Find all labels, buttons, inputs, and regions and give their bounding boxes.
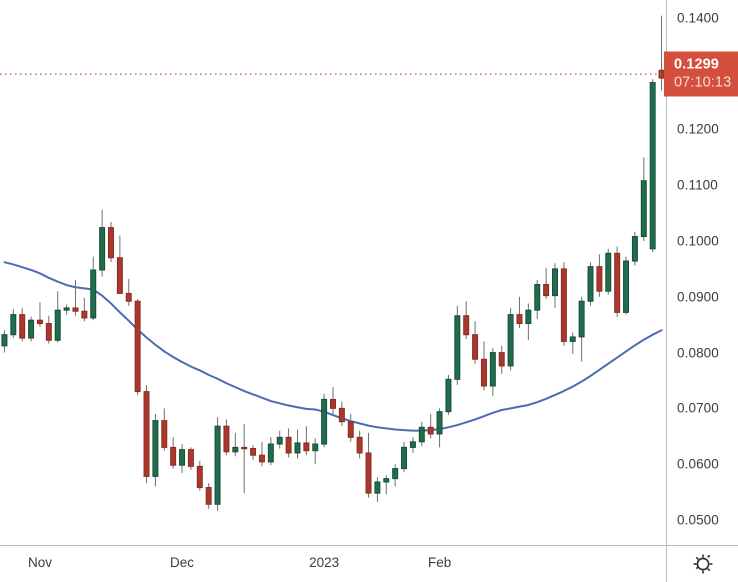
candle bbox=[418, 421, 425, 447]
candle bbox=[480, 341, 487, 391]
candle bbox=[28, 316, 35, 342]
candle bbox=[134, 299, 141, 395]
candle bbox=[445, 374, 452, 416]
candle bbox=[1, 330, 8, 353]
candle bbox=[90, 256, 97, 321]
candle bbox=[45, 315, 52, 344]
candle bbox=[392, 464, 399, 487]
candle bbox=[525, 303, 532, 341]
price-tick-label: 0.0500 bbox=[677, 512, 719, 528]
candle bbox=[276, 430, 283, 449]
candle bbox=[640, 157, 647, 241]
candle bbox=[285, 428, 292, 458]
candle bbox=[534, 280, 541, 320]
current-price-value: 0.1299 bbox=[674, 56, 719, 73]
time-tick-label: Dec bbox=[169, 555, 195, 570]
candle bbox=[498, 345, 505, 374]
candle bbox=[569, 332, 576, 354]
candle bbox=[250, 445, 257, 460]
time-tick-label: Feb bbox=[427, 555, 452, 570]
candle bbox=[631, 232, 638, 266]
candle bbox=[401, 441, 408, 472]
candle bbox=[552, 263, 558, 308]
candle bbox=[596, 254, 603, 297]
candle bbox=[463, 301, 470, 340]
candle bbox=[472, 321, 479, 364]
candle bbox=[187, 447, 194, 470]
candle bbox=[436, 408, 443, 448]
candle bbox=[374, 477, 381, 503]
candle bbox=[303, 426, 310, 456]
candle bbox=[330, 387, 336, 414]
price-tick-label: 0.1400 bbox=[677, 10, 719, 26]
candle bbox=[179, 444, 186, 474]
candle bbox=[170, 437, 177, 469]
price-tick-label: 0.0900 bbox=[677, 289, 719, 305]
candle bbox=[81, 297, 88, 322]
candle bbox=[63, 304, 70, 315]
candle bbox=[223, 419, 230, 456]
current-price-badge: 0.1299 07:10:13 bbox=[664, 51, 738, 97]
price-axis[interactable]: 0.1400 0.1200 0.1100 0.1000 0.0900 0.0800 0.07… bbox=[664, 0, 738, 545]
candle bbox=[365, 432, 372, 498]
moving-average-line bbox=[3, 261, 663, 432]
candle bbox=[347, 413, 354, 442]
candle bbox=[516, 296, 523, 328]
candle bbox=[72, 280, 79, 316]
candle bbox=[10, 309, 17, 339]
candle bbox=[241, 423, 248, 494]
price-tick-label: 0.0700 bbox=[677, 400, 719, 416]
candlestick-plot-area[interactable] bbox=[0, 0, 666, 545]
price-tick-label: 0.0600 bbox=[677, 456, 719, 472]
candle bbox=[338, 401, 345, 427]
candle bbox=[578, 296, 585, 362]
gear-icon bbox=[692, 553, 714, 575]
candle bbox=[152, 413, 159, 487]
candle bbox=[99, 209, 106, 277]
candle bbox=[294, 429, 301, 459]
candle bbox=[383, 475, 390, 495]
candlestick-svg bbox=[0, 15, 666, 511]
candle bbox=[312, 438, 319, 465]
candle bbox=[214, 417, 221, 511]
candle bbox=[356, 430, 363, 459]
candle bbox=[205, 483, 212, 509]
price-tick-label: 0.0800 bbox=[677, 345, 719, 360]
chart-settings-button[interactable] bbox=[666, 545, 738, 582]
candle bbox=[143, 384, 150, 484]
time-axis[interactable]: Nov Dec 2023 Feb bbox=[0, 545, 666, 582]
candle bbox=[19, 307, 26, 342]
candle bbox=[409, 437, 416, 453]
candle bbox=[116, 235, 123, 294]
candle bbox=[232, 432, 239, 457]
candle bbox=[543, 267, 550, 299]
candle-series bbox=[1, 15, 665, 511]
candle bbox=[267, 437, 274, 466]
candle bbox=[605, 248, 612, 295]
time-tick-label: 2023 bbox=[309, 555, 340, 570]
candle bbox=[196, 460, 203, 491]
candle bbox=[489, 348, 496, 397]
candle bbox=[454, 305, 461, 385]
candle bbox=[125, 278, 132, 306]
candle bbox=[587, 262, 594, 306]
current-price-time: 07:10:13 bbox=[674, 74, 732, 91]
candle bbox=[258, 441, 265, 467]
candle bbox=[54, 291, 61, 343]
candle bbox=[649, 79, 656, 253]
candle bbox=[507, 307, 514, 371]
time-tick-label: Nov bbox=[27, 555, 53, 570]
price-tick-label: 0.1200 bbox=[677, 121, 719, 137]
candle bbox=[614, 246, 621, 317]
candle bbox=[321, 393, 328, 448]
candle bbox=[427, 413, 434, 439]
price-tick-label: 0.1000 bbox=[677, 233, 719, 249]
candle bbox=[161, 408, 168, 451]
candle bbox=[560, 262, 567, 346]
candle bbox=[623, 256, 630, 315]
price-tick-label: 0.1100 bbox=[677, 177, 718, 193]
candle bbox=[108, 222, 114, 263]
candle bbox=[36, 302, 43, 327]
